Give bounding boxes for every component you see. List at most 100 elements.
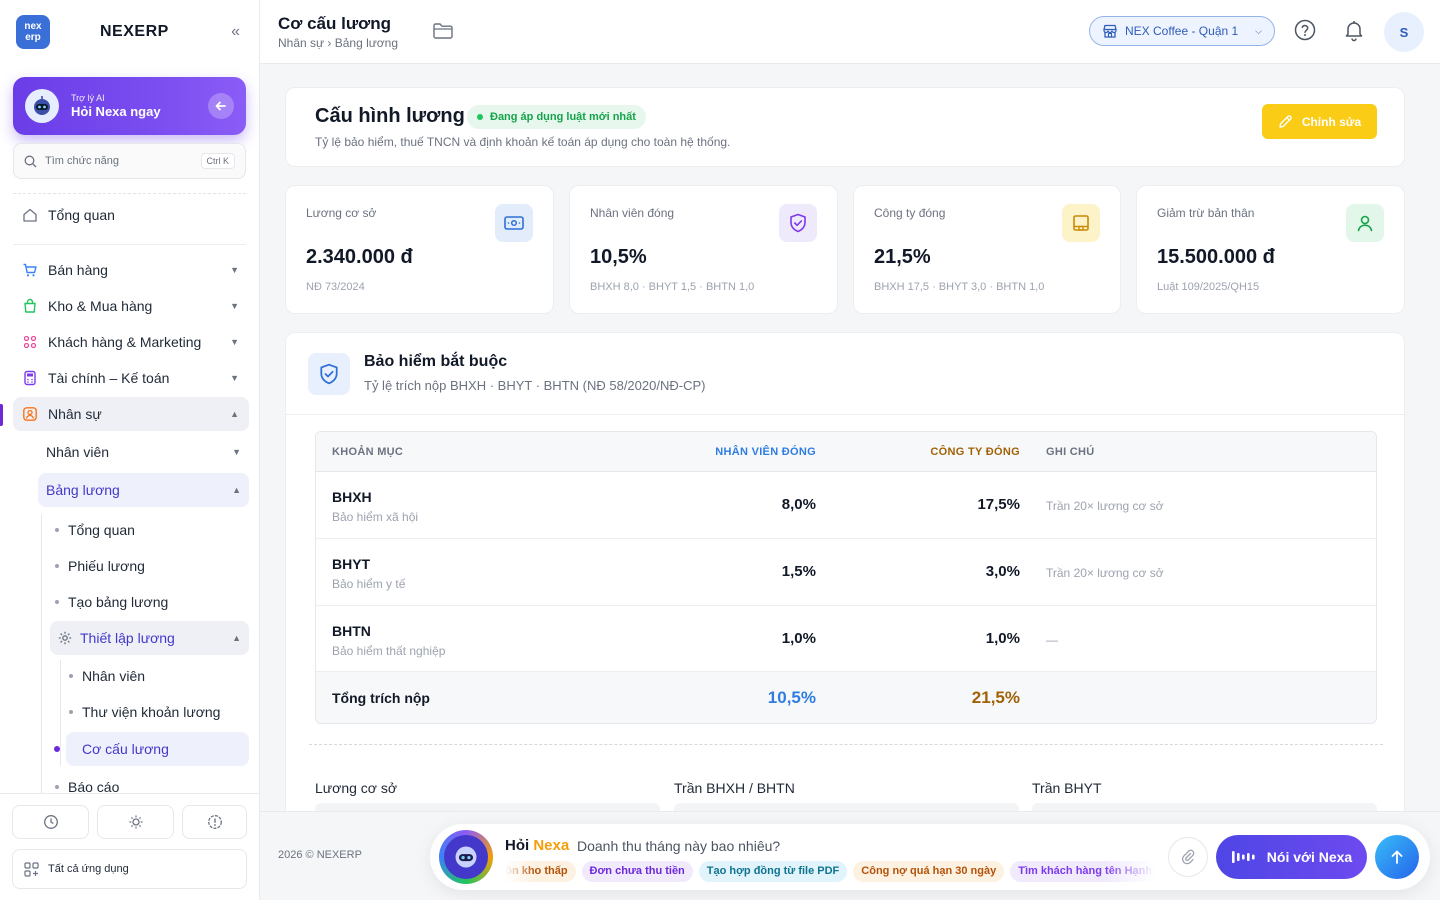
nav-customers-label: Khách hàng & Marketing <box>48 334 202 350</box>
gear-icon <box>57 630 73 646</box>
nav-finance[interactable]: Tài chính – Kế toán ▼ <box>13 361 249 395</box>
nexa-ask-bar: Hỏi Nexa Doanh thu tháng này bao nhiêu? … <box>430 824 1430 890</box>
logo-text-bottom: erp <box>25 32 41 43</box>
paperclip-icon <box>1181 849 1195 865</box>
building-icon <box>1062 204 1100 242</box>
divider <box>13 193 246 194</box>
row-name: BHYT <box>332 556 371 572</box>
nav-payroll-settings[interactable]: Thiết lập lương ▲ <box>50 621 249 655</box>
row-company-rate: 1,0% <box>985 630 1020 647</box>
status-text: Đang áp dụng luật mới nhất <box>490 111 636 123</box>
chevron-down-icon: ⌵ <box>1255 25 1262 36</box>
nav-customers[interactable]: Khách hàng & Marketing ▼ <box>13 325 249 359</box>
ai-card-caption: Trợ lý AI <box>71 93 105 103</box>
shield-icon <box>779 204 817 242</box>
nexa-question[interactable]: Doanh thu tháng này bao nhiêu? <box>577 838 781 854</box>
nav-salary-library[interactable]: Thư viện khoản lương <box>69 695 249 729</box>
nav-sales-label: Bán hàng <box>48 262 108 278</box>
chevron-up-icon: ▲ <box>232 633 241 643</box>
chevron-down-icon: ▼ <box>230 301 239 311</box>
nav-settings-employees[interactable]: Nhân viên <box>69 659 249 693</box>
chevron-down-icon: ▼ <box>230 337 239 347</box>
edit-button[interactable]: Chỉnh sửa <box>1262 104 1377 139</box>
help-icon[interactable] <box>1293 18 1317 42</box>
chip-low-stock[interactable]: Hàng tồn kho thấp <box>505 861 576 882</box>
nav-overview[interactable]: Tổng quan <box>13 198 249 232</box>
history-button[interactable] <box>12 805 89 839</box>
nav-hr-payroll[interactable]: Bảng lương ▲ <box>38 473 249 507</box>
chip-find-customer[interactable]: Tìm khách hàng tên Hạnh <box>1010 861 1155 882</box>
all-apps-button[interactable]: Tất cả ứng dụng <box>12 849 247 889</box>
send-button[interactable] <box>1375 835 1419 879</box>
nexa-label: Hỏi Nexa <box>505 837 569 854</box>
table-row: BHYT Bảo hiểm y tế 1,5% 3,0% Trần 20× lư… <box>316 539 1376 606</box>
store-selector[interactable]: NEX Coffee - Quận 1 ⌵ <box>1089 16 1275 46</box>
salary-config-card: Cấu hình lương Đang áp dụng luật mới nhấ… <box>285 87 1405 167</box>
field-label-bhyt-cap: Trần BHYT <box>1032 780 1102 796</box>
nexa-avatar[interactable] <box>439 830 493 884</box>
user-icon <box>21 405 39 423</box>
stat-value: 15.500.000 đ <box>1157 246 1275 268</box>
alert-button[interactable] <box>182 805 247 839</box>
edit-button-label: Chỉnh sửa <box>1301 114 1362 129</box>
ai-assistant-card[interactable]: Trợ lý AI Hỏi Nexa ngay <box>13 77 246 135</box>
logo-text-top: nex <box>24 21 42 32</box>
people-icon <box>21 333 39 351</box>
col-employee: NHÂN VIÊN ĐÓNG <box>715 446 816 458</box>
brand-name: NEXERP <box>100 23 169 40</box>
brand: nex erp NEXERP « <box>16 15 246 49</box>
nav-payroll-settings-label: Thiết lập lương <box>80 630 175 646</box>
chip-create-contract[interactable]: Tạo hợp đồng từ file PDF <box>698 861 848 882</box>
nav-hr[interactable]: Nhân sự ▲ <box>13 397 249 431</box>
config-title: Cấu hình lương <box>315 105 465 127</box>
nav-salary-structure[interactable]: Cơ cấu lương <box>66 732 249 766</box>
tree-line <box>41 514 42 793</box>
table-header: KHOẢN MỤC NHÂN VIÊN ĐÓNG CÔNG TY ĐÓNG GH… <box>316 432 1376 472</box>
function-search[interactable]: Ctrl K <box>13 143 246 179</box>
nav-inventory[interactable]: Kho & Mua hàng ▼ <box>13 289 249 323</box>
row-name: BHXH <box>332 489 372 505</box>
voice-button[interactable]: Nói với Nexa <box>1216 835 1367 879</box>
attach-button[interactable] <box>1168 837 1208 877</box>
top-header: Cơ cấu lương Nhân sự › Bảng lương NEX Co… <box>260 0 1440 64</box>
clock-icon <box>43 814 59 830</box>
bullet <box>55 564 59 568</box>
store-name: NEX Coffee - Quận 1 <box>1125 24 1239 38</box>
ai-card-title: Hỏi Nexa ngay <box>71 104 161 119</box>
nav-payslips[interactable]: Phiếu lương <box>55 549 245 583</box>
breadcrumb[interactable]: Nhân sự › Bảng lương <box>278 36 398 50</box>
nav-payroll-overview[interactable]: Tổng quan <box>55 513 245 547</box>
nav-hr-employees[interactable]: Nhân viên ▼ <box>38 435 249 469</box>
insurance-subtitle: Tỷ lệ trích nộp BHXH · BHYT · BHTN (NĐ 5… <box>364 378 706 393</box>
chip-unpaid-orders[interactable]: Đơn chưa thu tiền <box>581 861 693 882</box>
nav-hr-payroll-label: Bảng lương <box>46 482 120 498</box>
row-employee-rate: 1,0% <box>781 630 816 647</box>
field-label-bhxh-cap: Trần BHXH / BHTN <box>674 780 795 796</box>
status-dot <box>477 114 483 120</box>
table-row: BHXH Bảo hiểm xã hội 8,0% 17,5% Trần 20×… <box>316 472 1376 539</box>
user-avatar[interactable]: S <box>1384 12 1424 52</box>
divider <box>13 244 246 245</box>
double-chevron-left-icon[interactable]: « <box>231 23 240 40</box>
nav-salary-structure-label: Cơ cấu lương <box>82 741 169 757</box>
arrow-left-icon[interactable] <box>208 93 234 119</box>
bell-icon[interactable] <box>1342 18 1366 42</box>
chip-overdue-debt[interactable]: Công nợ quá hạn 30 ngày <box>853 861 1005 882</box>
col-note: GHI CHÚ <box>1046 446 1095 458</box>
total-employee: 10,5% <box>767 688 816 707</box>
shield-icon <box>308 353 350 395</box>
nav-reports[interactable]: Báo cáo <box>55 770 245 804</box>
nav-sales[interactable]: Bán hàng ▼ <box>13 253 249 287</box>
search-input[interactable] <box>45 155 185 167</box>
theme-button[interactable] <box>97 805 174 839</box>
nexerp-logo[interactable]: nex erp <box>16 15 50 49</box>
cart-icon <box>21 261 39 279</box>
voice-button-label: Nói với Nexa <box>1266 849 1353 865</box>
nav-hr-employees-label: Nhân viên <box>46 444 110 460</box>
folder-icon[interactable] <box>432 22 454 40</box>
row-employee-rate: 8,0% <box>781 496 816 513</box>
nav-create-payroll[interactable]: Tạo bảng lương <box>55 585 245 619</box>
stat-value: 2.340.000 đ <box>306 246 413 268</box>
waveform-icon <box>1231 849 1257 865</box>
